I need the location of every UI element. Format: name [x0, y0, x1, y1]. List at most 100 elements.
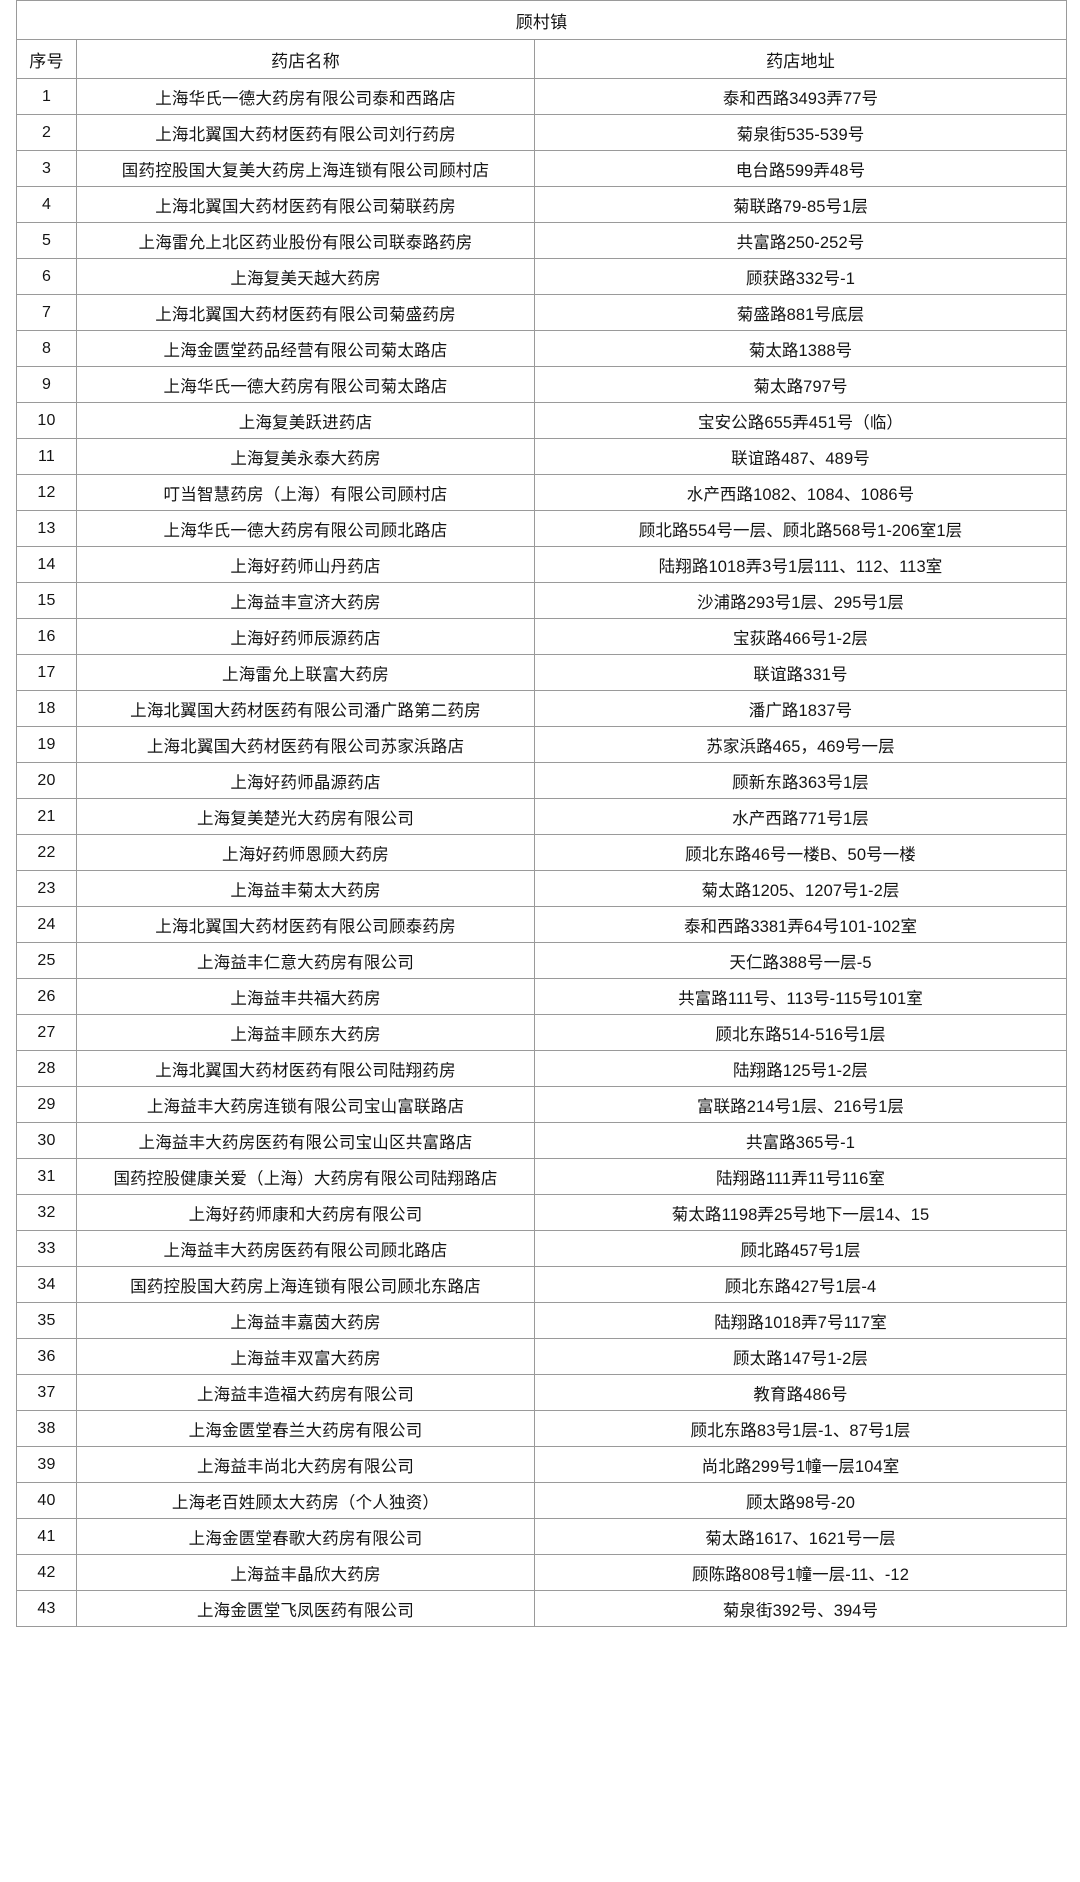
column-header-index: 序号 [16, 39, 77, 79]
cell-pharmacy-name: 上海益丰尚北大药房有限公司 [76, 1446, 535, 1483]
table-row: 36 上海益丰双富大药房 顾太路147号1-2层 [16, 1338, 1067, 1375]
cell-index: 1 [16, 78, 77, 115]
cell-index: 21 [16, 798, 77, 835]
cell-pharmacy-address: 泰和西路3381弄64号101-102室 [534, 906, 1067, 943]
table-row: 9 上海华氏一德大药房有限公司菊太路店 菊太路797号 [16, 366, 1067, 403]
table-row: 35 上海益丰嘉茵大药房 陆翔路1018弄7号117室 [16, 1302, 1067, 1339]
cell-pharmacy-name: 上海复美楚光大药房有限公司 [76, 798, 535, 835]
cell-pharmacy-name: 上海老百姓顾太大药房（个人独资） [76, 1482, 535, 1519]
cell-pharmacy-name: 上海复美跃进药店 [76, 402, 535, 439]
table-row: 20 上海好药师晶源药店 顾新东路363号1层 [16, 762, 1067, 799]
table-title-row: 顾村镇 [16, 0, 1067, 40]
cell-index: 33 [16, 1230, 77, 1267]
cell-index: 26 [16, 978, 77, 1015]
column-header-address: 药店地址 [534, 39, 1067, 79]
cell-index: 37 [16, 1374, 77, 1411]
cell-pharmacy-name: 上海金匮堂飞凤医药有限公司 [76, 1590, 535, 1627]
cell-pharmacy-name: 上海北翼国大药材医药有限公司潘广路第二药房 [76, 690, 535, 727]
table-row: 2 上海北翼国大药材医药有限公司刘行药房 菊泉街535-539号 [16, 114, 1067, 151]
cell-pharmacy-name: 上海雷允上北区药业股份有限公司联泰路药房 [76, 222, 535, 259]
table-row: 12 叮当智慧药房（上海）有限公司顾村店 水产西路1082、1084、1086号 [16, 474, 1067, 511]
cell-index: 27 [16, 1014, 77, 1051]
table-row: 29 上海益丰大药房连锁有限公司宝山富联路店 富联路214号1层、216号1层 [16, 1086, 1067, 1123]
cell-pharmacy-name: 上海益丰大药房医药有限公司顾北路店 [76, 1230, 535, 1267]
table-row: 17 上海雷允上联富大药房 联谊路331号 [16, 654, 1067, 691]
cell-index: 22 [16, 834, 77, 871]
cell-pharmacy-address: 顾新东路363号1层 [534, 762, 1067, 799]
table-row: 34 国药控股国大药房上海连锁有限公司顾北东路店 顾北东路427号1层-4 [16, 1266, 1067, 1303]
table-row: 42 上海益丰晶欣大药房 顾陈路808号1幢一层-11、-12 [16, 1554, 1067, 1591]
cell-index: 11 [16, 438, 77, 475]
table-row: 8 上海金匮堂药品经营有限公司菊太路店 菊太路1388号 [16, 330, 1067, 367]
table-row: 25 上海益丰仁意大药房有限公司 天仁路388号一层-5 [16, 942, 1067, 979]
cell-pharmacy-name: 上海复美永泰大药房 [76, 438, 535, 475]
cell-pharmacy-name: 上海北翼国大药材医药有限公司菊联药房 [76, 186, 535, 223]
cell-index: 41 [16, 1518, 77, 1555]
cell-index: 36 [16, 1338, 77, 1375]
table-row: 4 上海北翼国大药材医药有限公司菊联药房 菊联路79-85号1层 [16, 186, 1067, 223]
cell-index: 9 [16, 366, 77, 403]
table-row: 39 上海益丰尚北大药房有限公司 尚北路299号1幢一层104室 [16, 1446, 1067, 1483]
cell-pharmacy-address: 联谊路487、489号 [534, 438, 1067, 475]
cell-index: 3 [16, 150, 77, 187]
cell-index: 4 [16, 186, 77, 223]
cell-pharmacy-name: 上海金匮堂春兰大药房有限公司 [76, 1410, 535, 1447]
cell-index: 12 [16, 474, 77, 511]
cell-pharmacy-name: 上海益丰双富大药房 [76, 1338, 535, 1375]
cell-index: 43 [16, 1590, 77, 1627]
cell-pharmacy-name: 上海华氏一德大药房有限公司泰和西路店 [76, 78, 535, 115]
table-row: 1 上海华氏一德大药房有限公司泰和西路店 泰和西路3493弄77号 [16, 78, 1067, 115]
cell-index: 18 [16, 690, 77, 727]
table-row: 5 上海雷允上北区药业股份有限公司联泰路药房 共富路250-252号 [16, 222, 1067, 259]
cell-pharmacy-name: 上海北翼国大药材医药有限公司刘行药房 [76, 114, 535, 151]
cell-pharmacy-name: 上海益丰晶欣大药房 [76, 1554, 535, 1591]
cell-pharmacy-address: 电台路599弄48号 [534, 150, 1067, 187]
cell-pharmacy-name: 上海益丰共福大药房 [76, 978, 535, 1015]
cell-pharmacy-name: 上海华氏一德大药房有限公司菊太路店 [76, 366, 535, 403]
table-row: 7 上海北翼国大药材医药有限公司菊盛药房 菊盛路881号底层 [16, 294, 1067, 331]
cell-pharmacy-address: 顾北东路83号1层-1、87号1层 [534, 1410, 1067, 1447]
cell-pharmacy-address: 潘广路1837号 [534, 690, 1067, 727]
cell-pharmacy-name: 上海北翼国大药材医药有限公司顾泰药房 [76, 906, 535, 943]
table-row: 26 上海益丰共福大药房 共富路111号、113号-115号101室 [16, 978, 1067, 1015]
cell-pharmacy-address: 顾获路332号-1 [534, 258, 1067, 295]
cell-pharmacy-name: 上海益丰大药房连锁有限公司宝山富联路店 [76, 1086, 535, 1123]
pharmacy-table: 顾村镇 序号 药店名称 药店地址 1 上海华氏一德大药房有限公司泰和西路店 泰和西路… [16, 0, 1067, 1627]
cell-pharmacy-name: 上海金匮堂药品经营有限公司菊太路店 [76, 330, 535, 367]
cell-pharmacy-address: 菊太路1205、1207号1-2层 [534, 870, 1067, 907]
cell-pharmacy-address: 顾太路147号1-2层 [534, 1338, 1067, 1375]
table-row: 19 上海北翼国大药材医药有限公司苏家浜路店 苏家浜路465，469号一层 [16, 726, 1067, 763]
table-row: 38 上海金匮堂春兰大药房有限公司 顾北东路83号1层-1、87号1层 [16, 1410, 1067, 1447]
table-title: 顾村镇 [16, 0, 1067, 40]
cell-index: 34 [16, 1266, 77, 1303]
cell-index: 31 [16, 1158, 77, 1195]
cell-index: 19 [16, 726, 77, 763]
cell-pharmacy-name: 上海北翼国大药材医药有限公司苏家浜路店 [76, 726, 535, 763]
table-row: 28 上海北翼国大药材医药有限公司陆翔药房 陆翔路125号1-2层 [16, 1050, 1067, 1087]
cell-pharmacy-address: 陆翔路125号1-2层 [534, 1050, 1067, 1087]
cell-pharmacy-name: 上海益丰嘉茵大药房 [76, 1302, 535, 1339]
cell-pharmacy-address: 陆翔路1018弄3号1层111、112、113室 [534, 546, 1067, 583]
cell-index: 40 [16, 1482, 77, 1519]
cell-index: 28 [16, 1050, 77, 1087]
cell-pharmacy-address: 顾北路554号一层、顾北路568号1-206室1层 [534, 510, 1067, 547]
cell-pharmacy-address: 菊太路1198弄25号地下一层14、15 [534, 1194, 1067, 1231]
table-row: 32 上海好药师康和大药房有限公司 菊太路1198弄25号地下一层14、15 [16, 1194, 1067, 1231]
cell-pharmacy-address: 菊泉街535-539号 [534, 114, 1067, 151]
cell-index: 6 [16, 258, 77, 295]
cell-index: 38 [16, 1410, 77, 1447]
cell-pharmacy-name: 上海好药师晶源药店 [76, 762, 535, 799]
cell-index: 8 [16, 330, 77, 367]
table-row: 6 上海复美天越大药房 顾获路332号-1 [16, 258, 1067, 295]
cell-index: 13 [16, 510, 77, 547]
cell-pharmacy-address: 水产西路771号1层 [534, 798, 1067, 835]
table-row: 23 上海益丰菊太大药房 菊太路1205、1207号1-2层 [16, 870, 1067, 907]
table-row: 40 上海老百姓顾太大药房（个人独资） 顾太路98号-20 [16, 1482, 1067, 1519]
cell-index: 10 [16, 402, 77, 439]
cell-pharmacy-address: 宝安公路655弄451号（临） [534, 402, 1067, 439]
pharmacy-table-body: 顾村镇 序号 药店名称 药店地址 1 上海华氏一德大药房有限公司泰和西路店 泰和西路… [16, 0, 1067, 1627]
cell-pharmacy-address: 顾北东路514-516号1层 [534, 1014, 1067, 1051]
cell-pharmacy-name: 上海好药师康和大药房有限公司 [76, 1194, 535, 1231]
cell-index: 24 [16, 906, 77, 943]
cell-pharmacy-address: 宝荻路466号1-2层 [534, 618, 1067, 655]
